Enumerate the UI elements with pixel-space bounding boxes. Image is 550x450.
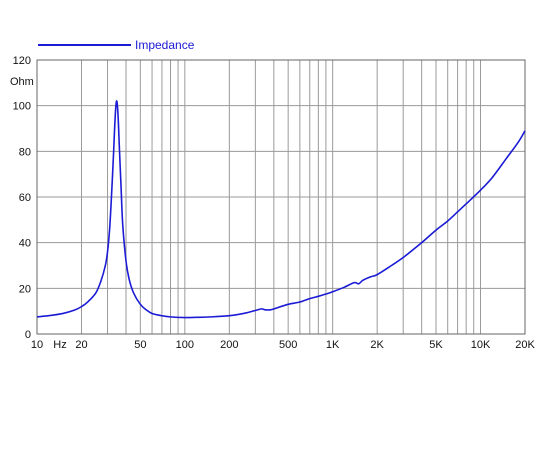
y-tick-label: 120 <box>13 55 31 67</box>
x-unit-label: Hz <box>53 339 66 351</box>
x-tick-label: 20K <box>515 339 535 351</box>
legend-label-impedance: Impedance <box>135 38 195 52</box>
x-tick-label: 2K <box>370 339 384 351</box>
series-layer <box>36 100 526 319</box>
x-tick-label: 200 <box>220 339 238 351</box>
plot-frame <box>36 59 526 335</box>
y-unit-label: Ohm <box>10 76 34 88</box>
y-tick-label: 60 <box>19 192 31 204</box>
y-tick-label: 40 <box>19 238 31 250</box>
y-tick-label: 0 <box>25 329 31 341</box>
x-tick-label: 100 <box>176 339 194 351</box>
x-tick-label: 10 <box>31 339 43 351</box>
x-tick-label: 1K <box>326 339 340 351</box>
y-tick-label: 100 <box>13 101 31 113</box>
y-tick-label: 20 <box>19 283 31 295</box>
y-tick-label: 80 <box>19 146 31 158</box>
x-tick-labels: 10 20 50 100 200 500 1K 2K 5K 10K 20K <box>31 339 536 351</box>
series-line-impedance <box>36 100 526 319</box>
legend: Impedance <box>38 38 195 52</box>
grid-lines <box>36 59 526 335</box>
x-tick-label: 20 <box>75 339 87 351</box>
x-tick-label: 5K <box>429 339 443 351</box>
x-tick-label: 10K <box>471 339 491 351</box>
y-tick-labels: 0 20 40 60 80 100 120 <box>13 55 31 341</box>
x-tick-label: 50 <box>134 339 146 351</box>
x-tick-label: 500 <box>279 339 297 351</box>
